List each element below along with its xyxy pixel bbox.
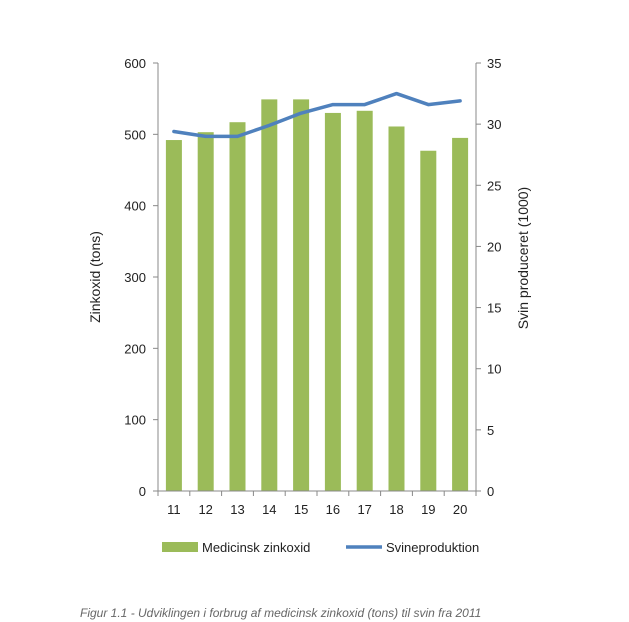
axes: 0 100 200 300 400 500 600 0 5 10 15 20 25 30 35 11 12 13 1… <box>124 56 501 517</box>
x-tick-label: 17 <box>357 502 371 517</box>
y-tick-label: 0 <box>139 484 146 499</box>
x-tick-label: 15 <box>294 502 308 517</box>
y-tick-label: 200 <box>124 341 146 356</box>
x-tick-label: 16 <box>326 502 340 517</box>
y-tick-label: 400 <box>124 199 146 214</box>
legend-swatch-medicinsk-zinkoxid <box>162 542 198 552</box>
x-tick-label: 14 <box>262 502 276 517</box>
figure-caption: Figur 1.1 - Udviklingen i forbrug af med… <box>80 606 482 620</box>
x-tick-label: 13 <box>230 502 244 517</box>
y2-tick-label: 25 <box>487 178 501 193</box>
y-tick-label: 600 <box>124 56 146 71</box>
y-tick-label: 100 <box>124 413 146 428</box>
y2-tick-label: 20 <box>487 239 501 254</box>
bar-20 <box>452 137 469 491</box>
bar-11 <box>165 140 182 492</box>
y2-tick-label: 0 <box>487 484 494 499</box>
y2-tick-label: 15 <box>487 301 501 316</box>
legend: Medicinsk zinkoxid Svineproduktion <box>162 540 479 555</box>
x-tick-label: 11 <box>167 502 181 517</box>
y2-tick-label: 5 <box>487 423 494 438</box>
bar-15 <box>293 99 310 491</box>
bar-13 <box>229 122 246 491</box>
y2-axis-label: Svin produceret (1000) <box>515 187 531 329</box>
x-tick-label: 18 <box>389 502 403 517</box>
bar-14 <box>261 99 278 491</box>
x-tick-label: 19 <box>421 502 435 517</box>
bar-19 <box>420 150 437 492</box>
y2-tick-label: 35 <box>487 56 501 71</box>
bar-17 <box>356 110 373 491</box>
y-tick-label: 500 <box>124 127 146 142</box>
bar-18 <box>388 126 405 491</box>
y-tick-label: 300 <box>124 270 146 285</box>
y2-tick-label: 30 <box>487 117 501 132</box>
bar-series <box>165 99 469 492</box>
x-tick-label: 20 <box>453 502 467 517</box>
legend-label-svineproduktion: Svineproduktion <box>386 540 479 555</box>
line-series <box>172 91 462 139</box>
y2-tick-label: 10 <box>487 362 501 377</box>
x-tick-label: 12 <box>198 502 212 517</box>
line-svineproduktion <box>172 91 462 139</box>
bar-12 <box>197 132 214 491</box>
y-axis-label: Zinkoxid (tons) <box>87 231 103 323</box>
bar-16 <box>324 112 341 491</box>
legend-label-medicinsk-zinkoxid: Medicinsk zinkoxid <box>202 540 310 555</box>
